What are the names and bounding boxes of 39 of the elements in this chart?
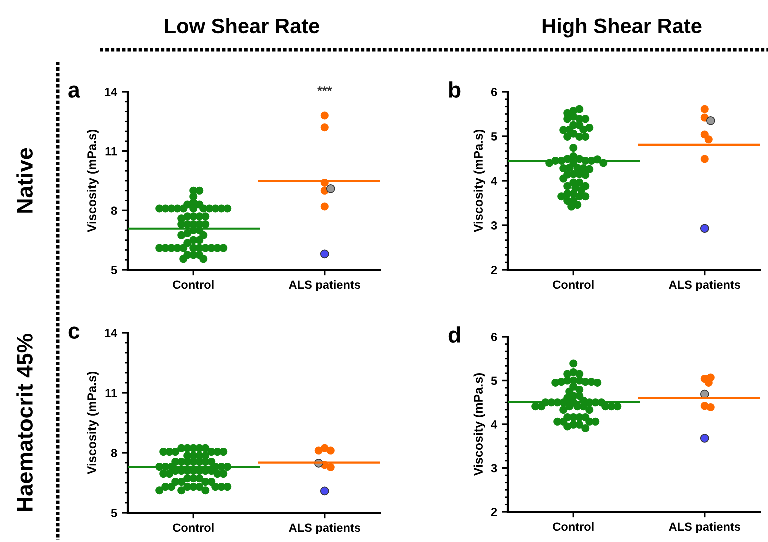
y-tick-label: 14 [105, 329, 118, 338]
x-tick-label: ALS patients [289, 280, 360, 292]
x-tick-label: Control [173, 280, 214, 290]
text: Native [16, 148, 33, 213]
text: c [68, 326, 80, 339]
y-axis-title: Viscosity (mPa.s) [87, 372, 99, 475]
y-tick-label: 5 [111, 509, 118, 518]
y-tick-label: 11 [106, 147, 118, 156]
y-tick-label: 4 [491, 177, 498, 186]
y-tick-label: 2 [491, 508, 498, 516]
y-axis-title: Viscosity (mPa.s) [87, 130, 99, 233]
x-tick-label: Control [173, 523, 214, 532]
y-tick-label: 5 [111, 266, 118, 274]
y-tick-label: 5 [491, 376, 498, 386]
y-tick-label: 8 [111, 449, 118, 458]
y-tick-label: 3 [491, 222, 498, 230]
x-tick-label: ALS patients [669, 522, 740, 534]
chart-title: High Shear Rate [542, 18, 702, 38]
y-tick-label: 4 [491, 420, 498, 429]
x-tick-label: Control [553, 280, 594, 290]
text: b [449, 82, 461, 98]
y-tick-label: 14 [105, 88, 118, 96]
y-tick-label: 6 [491, 333, 498, 342]
x-tick-label: Control [553, 522, 594, 532]
text: Haematocrit 45% [16, 334, 33, 512]
y-axis-title: Viscosity (mPa.s) [474, 130, 486, 233]
y-tick-label: 6 [491, 88, 498, 96]
y-tick-label: 2 [491, 266, 498, 274]
x-tick-label: ALS patients [669, 280, 740, 292]
x-tick-label: ALS patients [289, 523, 360, 534]
y-tick-label: 11 [106, 389, 118, 398]
y-tick-label: 8 [111, 206, 118, 216]
y-tick-label: 5 [491, 132, 498, 141]
chart-title: Low Shear Rate [165, 18, 320, 34]
text: a [68, 86, 80, 98]
text: d [448, 326, 460, 343]
y-axis-title: Viscosity (mPa.s) [474, 373, 486, 476]
y-tick-label: 3 [491, 464, 498, 473]
text: *** [318, 86, 332, 92]
